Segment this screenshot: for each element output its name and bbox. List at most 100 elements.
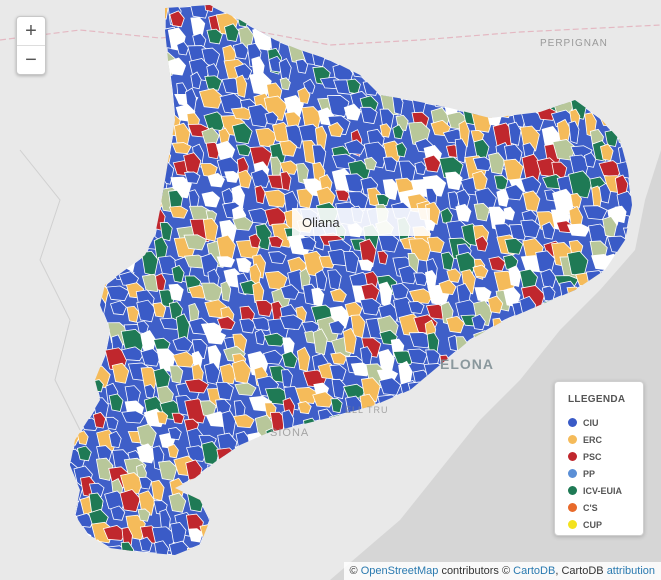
municipality[interactable] — [224, 23, 240, 42]
municipality[interactable] — [278, 57, 292, 81]
municipality[interactable] — [472, 170, 488, 192]
municipality[interactable] — [330, 352, 348, 365]
municipality[interactable] — [398, 160, 416, 184]
municipality[interactable] — [598, 182, 611, 204]
municipality[interactable] — [264, 207, 288, 228]
municipality[interactable] — [508, 121, 522, 146]
municipality[interactable] — [312, 328, 328, 356]
municipality[interactable] — [438, 279, 457, 295]
municipality[interactable] — [382, 156, 398, 172]
municipality[interactable] — [108, 430, 122, 449]
municipality[interactable] — [496, 188, 510, 207]
municipality[interactable] — [570, 192, 582, 209]
municipality[interactable] — [330, 398, 343, 414]
municipality[interactable] — [136, 299, 156, 323]
municipality[interactable] — [150, 479, 165, 502]
cartodb-attribution-link[interactable]: attribution — [606, 565, 655, 577]
municipality[interactable] — [379, 123, 392, 138]
municipality[interactable] — [424, 269, 437, 288]
municipality[interactable] — [375, 194, 390, 207]
municipality[interactable] — [216, 234, 236, 262]
municipality[interactable] — [158, 460, 178, 481]
municipality[interactable] — [520, 175, 542, 194]
municipality[interactable] — [111, 362, 130, 384]
municipality[interactable] — [216, 316, 236, 330]
municipality[interactable] — [407, 301, 425, 315]
municipality[interactable] — [201, 440, 220, 466]
municipality[interactable] — [407, 348, 428, 365]
municipality[interactable] — [167, 443, 179, 459]
municipality[interactable] — [105, 285, 130, 302]
municipality[interactable] — [171, 142, 192, 155]
municipality[interactable] — [235, 74, 248, 98]
municipality[interactable] — [76, 445, 92, 462]
municipality[interactable] — [215, 140, 236, 161]
municipality[interactable] — [190, 17, 206, 37]
municipality[interactable] — [108, 393, 124, 412]
municipality[interactable] — [169, 521, 187, 545]
municipality[interactable] — [199, 163, 218, 178]
municipality[interactable] — [119, 489, 141, 513]
municipality[interactable] — [152, 302, 167, 318]
municipality[interactable] — [297, 87, 311, 104]
municipality[interactable] — [172, 336, 194, 352]
municipality[interactable] — [216, 256, 236, 268]
municipality[interactable] — [153, 236, 168, 262]
municipality[interactable] — [183, 234, 207, 251]
municipality[interactable] — [569, 154, 590, 177]
municipality[interactable] — [520, 219, 541, 239]
municipality[interactable] — [221, 187, 235, 206]
municipality[interactable] — [567, 250, 589, 277]
municipality[interactable] — [344, 139, 366, 155]
municipality[interactable] — [390, 282, 409, 301]
municipality[interactable] — [311, 144, 327, 168]
municipality[interactable] — [155, 273, 167, 292]
municipality[interactable] — [143, 384, 156, 399]
municipality[interactable] — [447, 191, 460, 211]
municipality[interactable] — [264, 111, 279, 125]
municipality[interactable] — [455, 203, 472, 222]
municipality[interactable] — [280, 284, 300, 300]
municipality[interactable] — [342, 327, 357, 355]
municipality[interactable] — [192, 32, 207, 49]
municipality[interactable] — [493, 175, 509, 191]
municipality[interactable] — [159, 222, 173, 242]
municipality[interactable] — [176, 41, 189, 56]
municipality[interactable] — [568, 170, 593, 199]
municipality[interactable] — [237, 169, 252, 189]
municipality[interactable] — [120, 472, 144, 495]
municipality[interactable] — [503, 287, 521, 308]
municipality[interactable] — [503, 206, 515, 221]
municipality[interactable] — [232, 216, 254, 231]
municipality[interactable] — [201, 191, 221, 208]
municipality[interactable] — [231, 122, 253, 145]
municipality[interactable] — [183, 171, 201, 184]
municipality[interactable] — [249, 146, 273, 168]
municipality[interactable] — [280, 171, 292, 192]
municipality[interactable] — [342, 383, 367, 399]
municipality[interactable] — [425, 349, 441, 366]
municipality[interactable] — [279, 160, 299, 175]
municipality[interactable] — [191, 350, 203, 370]
municipality[interactable] — [474, 287, 492, 303]
municipality[interactable] — [168, 205, 189, 219]
municipality[interactable] — [343, 250, 360, 274]
municipality[interactable] — [552, 139, 577, 161]
municipality[interactable] — [234, 382, 257, 396]
municipality[interactable] — [109, 300, 127, 316]
municipality[interactable] — [488, 152, 506, 175]
municipality[interactable] — [315, 186, 336, 209]
municipality[interactable] — [183, 152, 202, 174]
municipality[interactable] — [328, 320, 346, 335]
municipality[interactable] — [473, 202, 490, 222]
municipality[interactable] — [138, 476, 153, 490]
municipality[interactable] — [141, 250, 159, 276]
municipality[interactable] — [503, 158, 524, 183]
municipality[interactable] — [363, 156, 377, 171]
municipality[interactable] — [359, 298, 382, 316]
municipality[interactable] — [614, 205, 627, 224]
municipality[interactable] — [392, 124, 404, 140]
municipality[interactable] — [255, 299, 274, 317]
municipality[interactable] — [614, 174, 629, 197]
municipality[interactable] — [169, 365, 184, 384]
